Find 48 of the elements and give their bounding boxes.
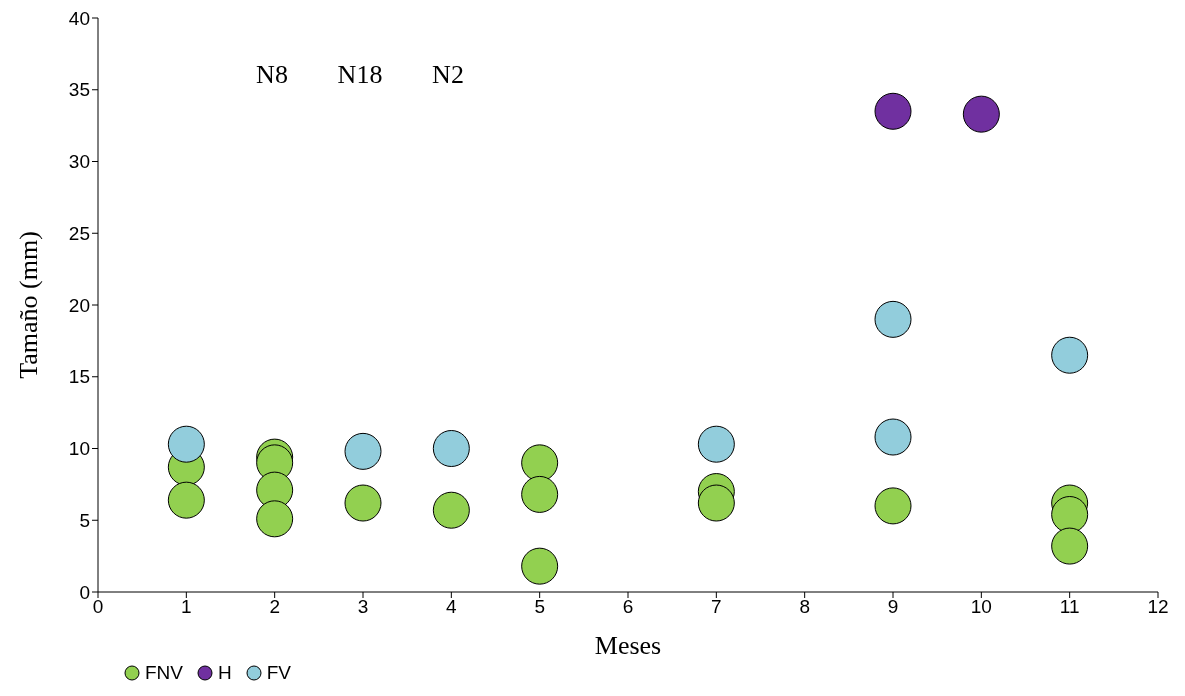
annotation: N8 bbox=[256, 60, 288, 90]
point bbox=[874, 92, 912, 130]
point bbox=[344, 484, 382, 522]
x-tick-label: 2 bbox=[269, 596, 280, 618]
legend-label: FNV bbox=[145, 662, 183, 684]
x-axis-title: Meses bbox=[594, 631, 662, 660]
x-tick-label: 12 bbox=[1147, 596, 1169, 618]
point bbox=[256, 500, 294, 538]
point bbox=[167, 481, 205, 519]
y-tick-label: 10 bbox=[68, 438, 90, 460]
y-tick-label: 30 bbox=[68, 151, 90, 173]
legend-label: H bbox=[218, 662, 232, 684]
point bbox=[962, 95, 1000, 133]
point bbox=[521, 475, 559, 513]
point bbox=[167, 425, 205, 463]
x-tick-label: 6 bbox=[622, 596, 634, 618]
y-tick-label: 5 bbox=[79, 509, 90, 531]
point bbox=[432, 430, 470, 467]
x-tick-label: 10 bbox=[970, 596, 992, 618]
y-tick-label: 0 bbox=[79, 581, 90, 603]
x-tick-label: 7 bbox=[711, 596, 722, 618]
x-tick-label: 5 bbox=[534, 596, 545, 618]
point bbox=[521, 444, 559, 482]
x-tick-label: 9 bbox=[887, 596, 899, 618]
x-tick-label: 1 bbox=[181, 596, 192, 618]
point bbox=[697, 484, 735, 522]
x-tick-label: 11 bbox=[1059, 596, 1080, 618]
point bbox=[344, 432, 382, 470]
point bbox=[521, 547, 559, 585]
y-axis-title: Tamaño (mm) bbox=[14, 231, 44, 379]
point bbox=[874, 418, 912, 456]
y-tick-label: 20 bbox=[68, 294, 90, 316]
point bbox=[432, 491, 470, 529]
annotation: N18 bbox=[337, 60, 383, 90]
point bbox=[697, 425, 735, 463]
point bbox=[874, 300, 912, 338]
y-tick-label: 15 bbox=[68, 366, 90, 388]
x-tick-label: 8 bbox=[799, 596, 810, 618]
x-tick-label: 4 bbox=[446, 596, 458, 618]
y-tick-label: 40 bbox=[68, 7, 90, 29]
point bbox=[1051, 527, 1089, 565]
point bbox=[874, 487, 912, 525]
x-tick-label: 3 bbox=[357, 596, 369, 618]
y-tick-label: 25 bbox=[68, 222, 90, 244]
annotation: N2 bbox=[432, 60, 464, 90]
y-tick-label: 35 bbox=[68, 79, 90, 101]
point bbox=[1051, 336, 1089, 374]
legend-label: FV bbox=[266, 662, 292, 684]
